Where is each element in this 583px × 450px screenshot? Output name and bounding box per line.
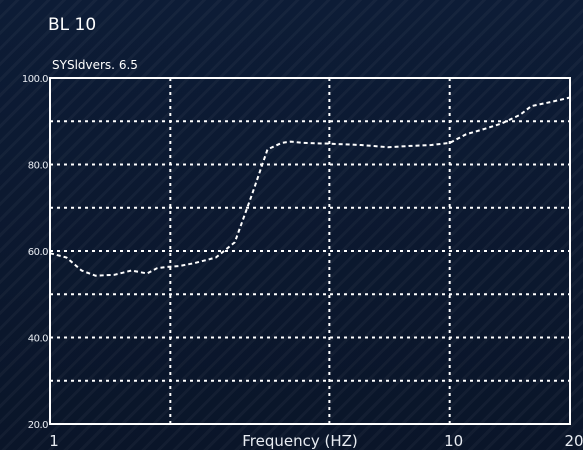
- y-tick-label: 40.0: [28, 334, 48, 345]
- series-group: [49, 96, 571, 277]
- x-tick-label: 20: [564, 432, 583, 450]
- series-line: [49, 96, 571, 277]
- chart-title: BL 10: [48, 15, 96, 35]
- grid: [50, 78, 570, 424]
- chart-subtitle: SYSldvers. 6.5: [52, 58, 138, 72]
- x-tick-label: 10: [444, 432, 463, 450]
- x-axis-ticks: 1 10 20: [49, 432, 583, 450]
- plot-frame: [49, 77, 571, 425]
- y-tick-label: 100.0: [22, 74, 48, 85]
- x-tick-label: 1: [49, 432, 59, 450]
- y-axis-ticks: 100.0 80.0 60.0 40.0 20.0: [22, 74, 49, 431]
- y-tick-label: 60.0: [28, 247, 48, 258]
- x-axis-label: Frequency (HZ): [242, 432, 358, 450]
- y-tick-label: 80.0: [28, 161, 48, 172]
- y-tick-label: 20.0: [28, 420, 48, 431]
